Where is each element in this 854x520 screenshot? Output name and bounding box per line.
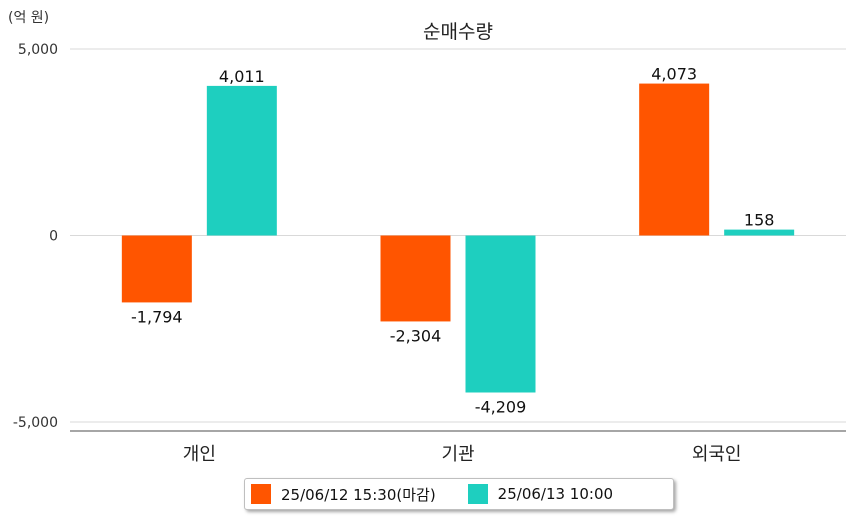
x-category-label: 기관 <box>441 444 474 465</box>
legend: 25/06/12 15:30(마감) 25/06/13 10:00 <box>244 478 674 510</box>
bar-series-1[interactable] <box>121 235 192 303</box>
data-label: 4,073 <box>651 65 697 84</box>
data-label: 158 <box>744 211 775 230</box>
data-label: -1,794 <box>131 307 183 326</box>
legend-swatch-series-2 <box>467 484 488 504</box>
legend-item-series-1[interactable]: 25/06/12 15:30(마감) <box>251 484 436 505</box>
bars <box>121 83 795 393</box>
chart-title: 순매수량 <box>423 21 493 43</box>
x-category-label: 개인 <box>183 444 216 465</box>
legend-label-series-2: 25/06/13 10:00 <box>497 485 614 503</box>
x-axis-categories: 개인 기관 외국인 <box>183 444 742 465</box>
x-category-label: 외국인 <box>692 444 742 465</box>
bar-series-2[interactable] <box>206 85 277 236</box>
y-tick-label: -5,000 <box>13 415 58 431</box>
bar-series-2[interactable] <box>465 235 536 393</box>
legend-label-series-1: 25/06/12 15:30(마감) <box>281 485 436 504</box>
y-tick-label: 0 <box>49 229 58 245</box>
data-label: -2,304 <box>390 326 442 345</box>
legend-item-series-2[interactable]: 25/06/13 10:00 <box>467 484 614 504</box>
legend-swatch-series-1 <box>251 484 271 504</box>
bar-series-1[interactable] <box>639 83 710 236</box>
bar-series-1[interactable] <box>380 235 451 322</box>
data-label: 4,011 <box>219 67 265 86</box>
y-axis: 5,000 0 -5,000 <box>13 42 58 431</box>
y-unit-label: (억 원) <box>8 10 49 26</box>
y-tick-label: 5,000 <box>18 42 58 58</box>
data-label: -4,209 <box>475 397 527 416</box>
bar-series-2[interactable] <box>724 229 795 236</box>
bar-labels: -1,794 4,011 -2,304 -4,209 4,073 158 <box>131 65 774 417</box>
grid-lines <box>70 48 846 423</box>
